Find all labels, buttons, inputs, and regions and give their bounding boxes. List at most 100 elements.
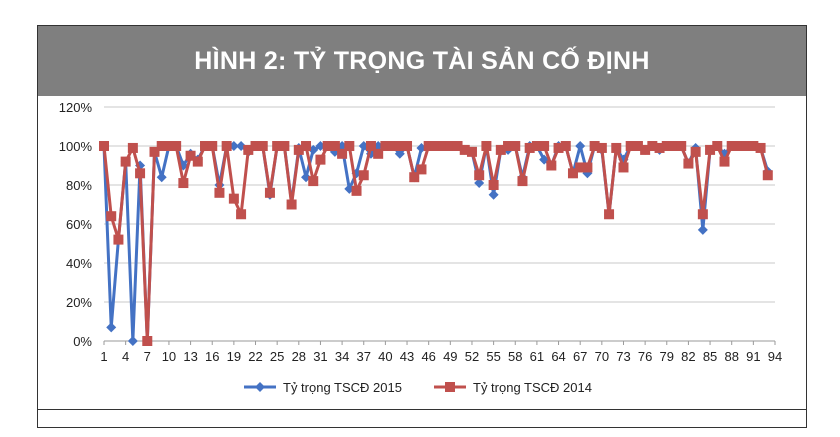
data-point <box>106 322 117 333</box>
x-tick-label: 67 <box>573 349 587 364</box>
x-tick-label: 37 <box>357 349 371 364</box>
data-point <box>733 141 744 151</box>
data-point <box>589 141 600 151</box>
x-tick-label: 43 <box>400 349 414 364</box>
y-tick-label: 120% <box>59 100 93 115</box>
x-tick-label: 7 <box>144 349 151 364</box>
data-point <box>380 141 391 151</box>
legend-marker <box>445 382 455 392</box>
data-point <box>163 141 174 151</box>
y-tick-label: 0% <box>73 334 92 349</box>
data-point <box>654 142 665 153</box>
data-point <box>539 141 550 151</box>
data-point <box>741 141 752 151</box>
series-line <box>102 144 770 343</box>
title-banner: HÌNH 2: TỶ TRỌNG TÀI SẢN CỐ ĐỊNH <box>38 26 806 96</box>
data-point <box>661 141 672 151</box>
data-point <box>286 199 297 210</box>
legend-item: Tỷ trọng TSCĐ 2015 <box>244 380 402 395</box>
x-tick-label: 79 <box>660 349 674 364</box>
data-point <box>272 141 283 151</box>
data-point <box>481 141 492 151</box>
x-tick-label: 88 <box>724 349 738 364</box>
data-point <box>308 144 319 155</box>
data-point <box>185 150 196 161</box>
data-point <box>625 141 636 151</box>
data-point <box>553 142 564 153</box>
data-point <box>524 142 535 153</box>
x-tick-label: 1 <box>100 349 107 364</box>
data-point <box>337 148 348 159</box>
x-tick-label: 16 <box>205 349 219 364</box>
data-point <box>344 141 355 151</box>
x-tick-label: 94 <box>768 349 782 364</box>
data-point <box>106 211 117 222</box>
data-point <box>293 144 304 155</box>
data-point <box>611 142 622 153</box>
x-tick-label: 10 <box>162 349 176 364</box>
data-point <box>113 234 124 245</box>
legend-item: Tỷ trọng TSCĐ 2014 <box>434 380 592 395</box>
data-point <box>192 156 203 167</box>
data-point <box>200 141 211 151</box>
legend-label: Tỷ trọng TSCĐ 2015 <box>283 380 402 395</box>
data-point <box>142 336 153 346</box>
data-point <box>719 148 730 159</box>
x-tick-label: 64 <box>551 349 565 364</box>
data-point <box>394 141 405 151</box>
data-point <box>329 141 340 151</box>
data-point <box>531 141 542 151</box>
data-point <box>618 162 629 173</box>
data-point <box>488 180 499 190</box>
data-point <box>474 170 485 181</box>
data-point <box>322 141 333 151</box>
data-point <box>445 141 456 151</box>
x-tick-label: 34 <box>335 349 349 364</box>
x-tick-label: 91 <box>746 349 760 364</box>
data-point <box>250 141 261 151</box>
data-point <box>510 141 521 151</box>
y-tick-label: 40% <box>66 256 92 271</box>
series-2015 <box>99 141 773 346</box>
data-point <box>495 144 506 155</box>
data-point <box>301 141 312 151</box>
data-point <box>632 141 643 151</box>
data-point <box>503 141 514 151</box>
x-tick-label: 61 <box>530 349 544 364</box>
data-point <box>358 170 369 181</box>
series-line <box>102 144 770 343</box>
data-point <box>207 141 218 151</box>
x-tick-label: 52 <box>465 349 479 364</box>
data-point <box>171 141 182 151</box>
data-point <box>120 156 131 167</box>
x-tick-label: 82 <box>681 349 695 364</box>
data-point <box>127 336 138 346</box>
x-tick-label: 46 <box>421 349 435 364</box>
x-tick-label: 13 <box>183 349 197 364</box>
data-point <box>755 142 766 153</box>
data-point <box>712 141 723 151</box>
data-point <box>683 158 694 169</box>
data-point <box>99 141 109 151</box>
data-point <box>640 144 651 155</box>
y-tick-label: 60% <box>66 217 92 232</box>
series-2014 <box>99 141 773 346</box>
x-tick-label: 19 <box>227 349 241 364</box>
data-point <box>452 141 463 151</box>
data-point <box>402 141 413 151</box>
x-tick-label: 73 <box>616 349 630 364</box>
data-point <box>416 164 427 175</box>
data-point <box>474 178 485 189</box>
data-point <box>726 141 737 151</box>
x-tick-label: 31 <box>313 349 327 364</box>
x-tick-label: 22 <box>248 349 262 364</box>
data-point <box>596 142 607 153</box>
data-point <box>697 224 708 235</box>
data-point <box>488 189 499 200</box>
y-tick-label: 100% <box>59 139 93 154</box>
data-point <box>423 141 434 151</box>
data-point <box>690 146 701 157</box>
data-point <box>560 141 571 151</box>
data-point <box>365 141 376 151</box>
data-point <box>236 209 247 220</box>
